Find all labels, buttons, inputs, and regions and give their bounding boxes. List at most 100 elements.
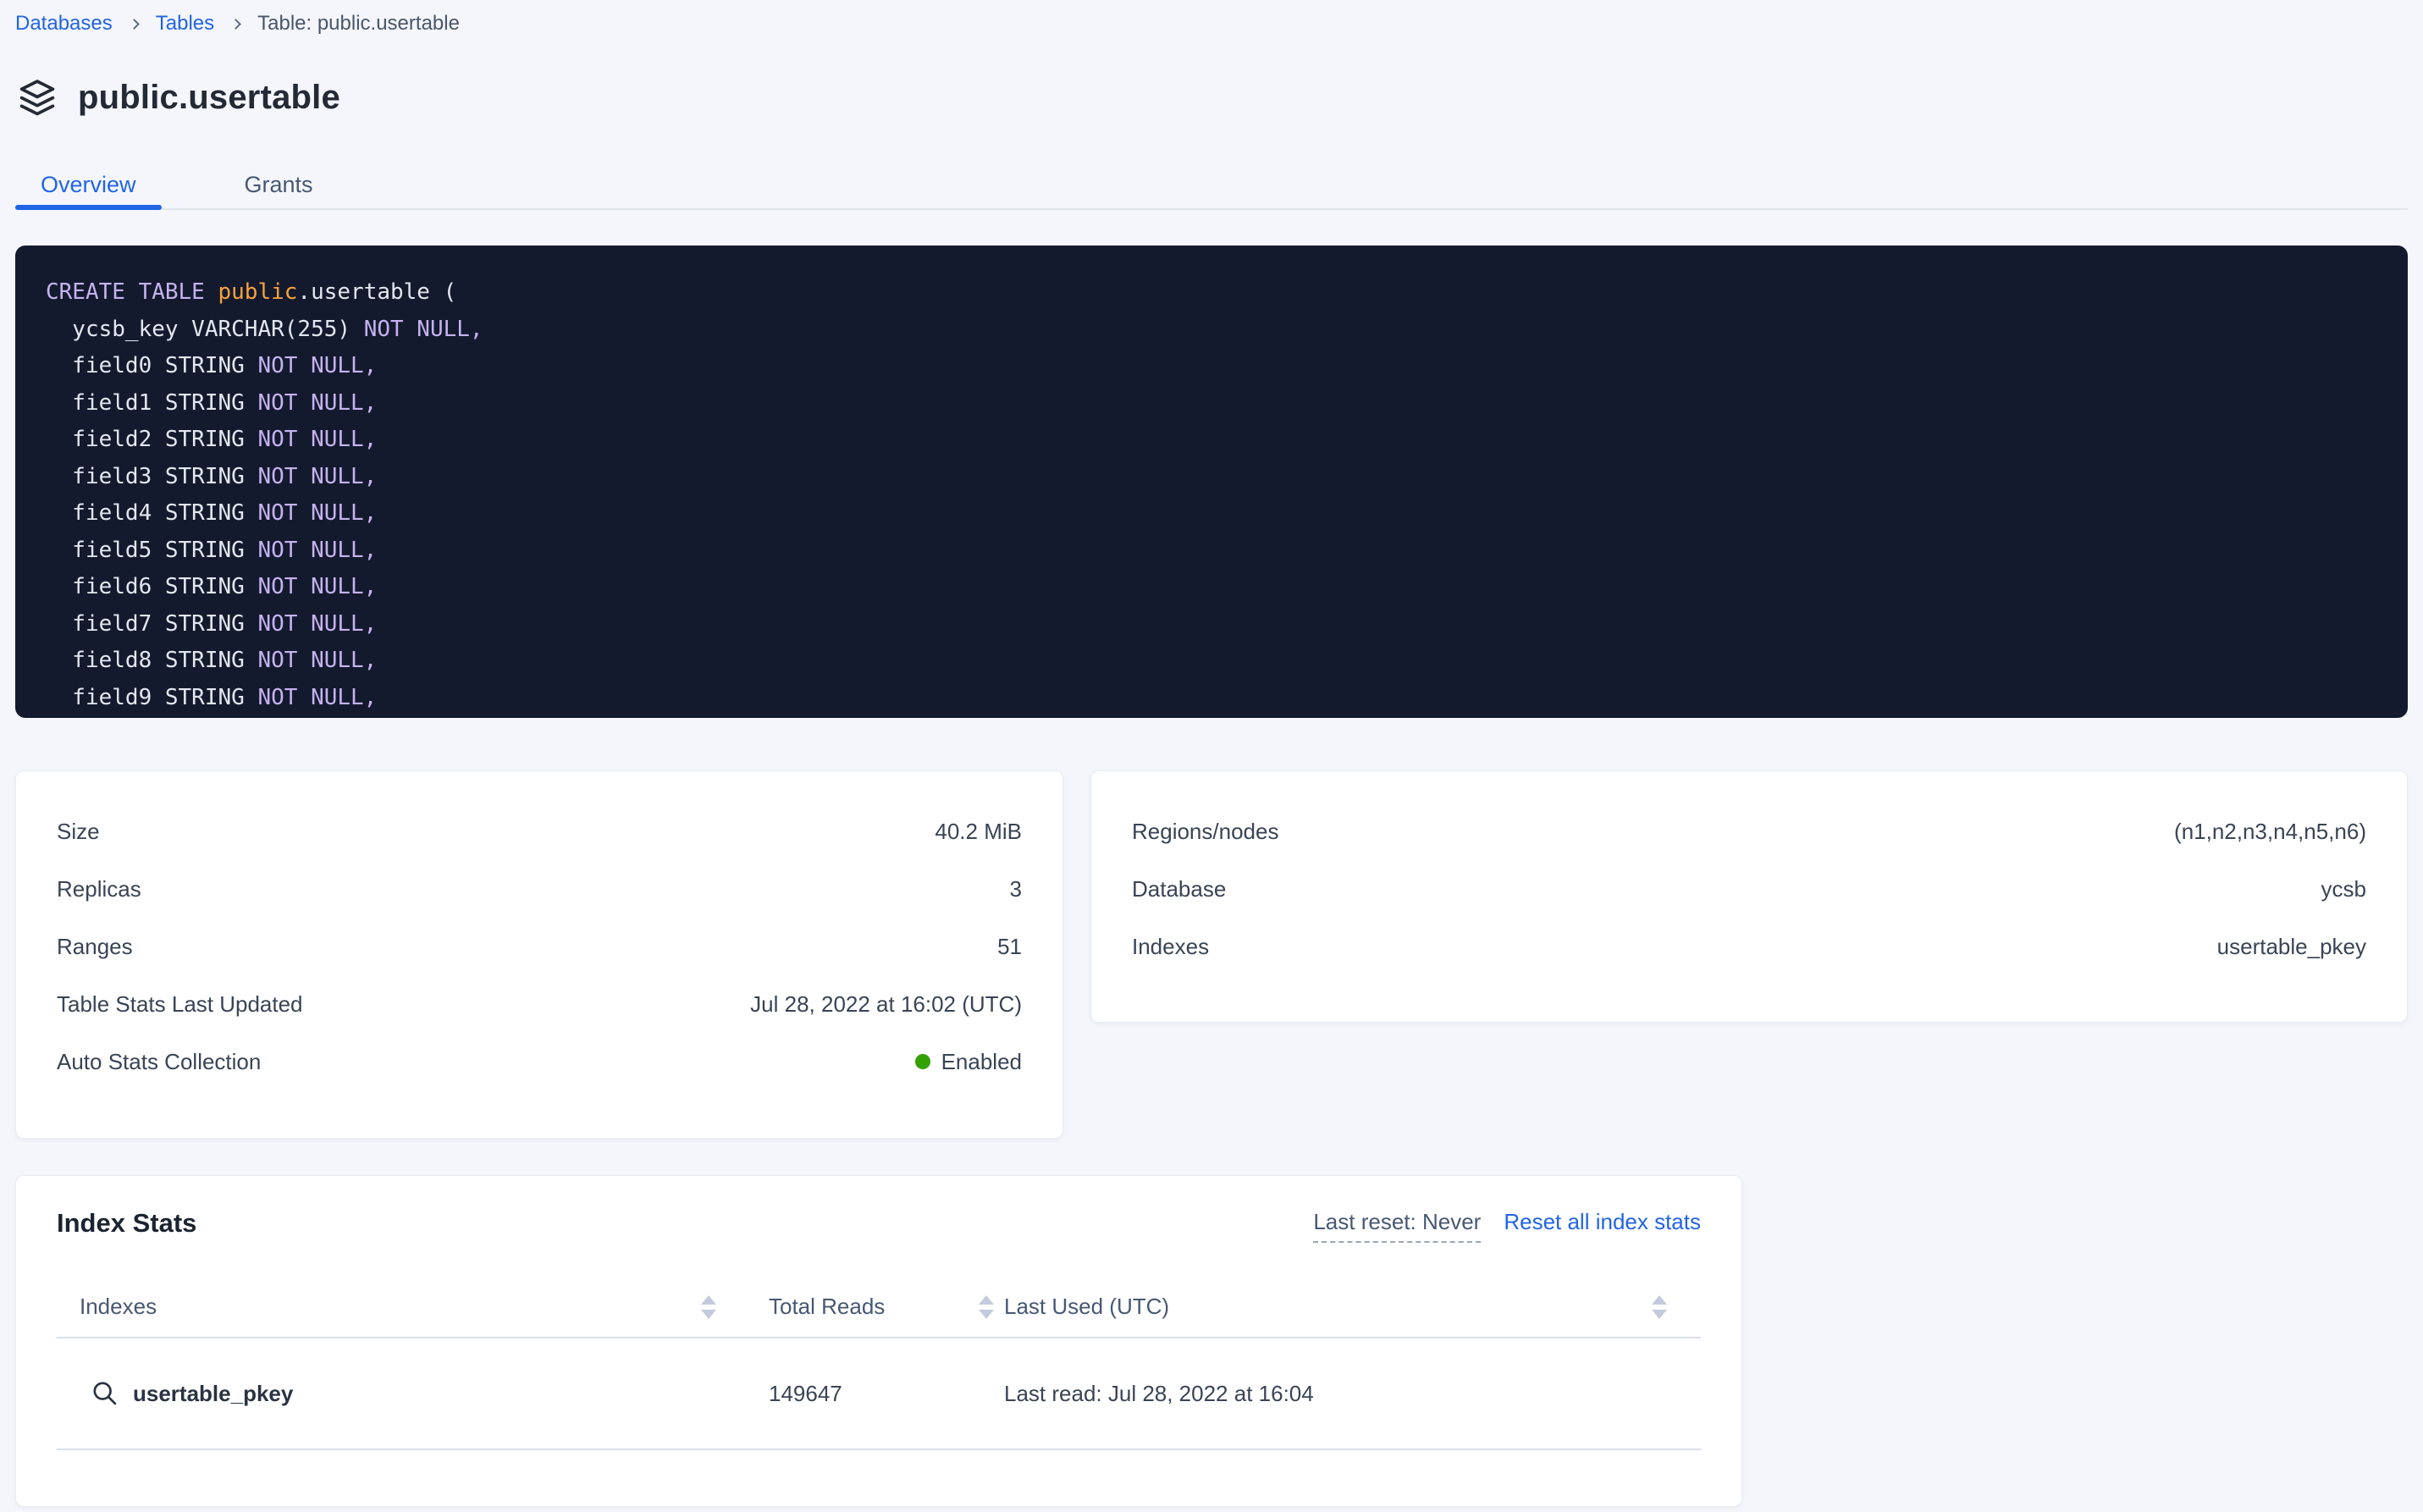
sql-text: ycsb_key VARCHAR(255): [46, 316, 364, 342]
sql-text: field0 STRING: [46, 353, 258, 378]
breadcrumb-link-databases[interactable]: Databases: [15, 12, 113, 35]
breadcrumb: Databases Tables Table: public.usertable: [15, 10, 2408, 37]
breadcrumb-link-tables[interactable]: Tables: [155, 12, 215, 35]
layers-stack-icon: [15, 75, 59, 119]
sql-keyword: CREATE TABLE: [46, 279, 218, 305]
tab-grants[interactable]: Grants: [244, 172, 313, 197]
enabled-status-dot: [914, 1054, 930, 1069]
stat-label: Database: [1132, 875, 1227, 902]
sql-line: field9 STRING NOT NULL,: [46, 680, 2408, 717]
total-reads-value: 149647: [769, 1380, 842, 1406]
index-stats-row: usertable_pkey 149647 Last read: Jul 28,…: [57, 1338, 1701, 1450]
tab-bar: Overview Grants: [15, 162, 2408, 210]
sql-keyword: NOT NULL,: [363, 316, 483, 342]
stat-row-stats-updated: Table Stats Last Updated Jul 28, 2022 at…: [57, 975, 1022, 1033]
stat-value: 3: [1009, 875, 1022, 902]
stat-label: Size: [57, 818, 100, 844]
sql-line: field7 STRING NOT NULL,: [46, 606, 2408, 643]
index-name-link[interactable]: usertable_pkey: [57, 1379, 769, 1408]
stat-label: Table Stats Last Updated: [57, 991, 303, 1017]
column-label: Total Reads: [769, 1294, 886, 1319]
chevron-right-icon: [128, 18, 140, 30]
sql-line: field4 STRING NOT NULL,: [46, 495, 2408, 533]
index-stats-card: Index Stats Last reset: Never Reset all …: [15, 1175, 1742, 1507]
index-stats-actions: Last reset: Never Reset all index stats: [1313, 1208, 1701, 1243]
stat-label: Replicas: [57, 875, 141, 902]
stat-label: Regions/nodes: [1132, 818, 1279, 844]
sql-text: field5 STRING: [46, 537, 258, 563]
last-reset-label[interactable]: Last reset: Never: [1313, 1208, 1482, 1243]
stat-label: Indexes: [1132, 933, 1210, 959]
sql-line: field2 STRING NOT NULL,: [46, 422, 2408, 459]
create-table-statement: CREATE TABLE public.usertable ( ycsb_key…: [15, 246, 2408, 718]
stat-label: Ranges: [57, 933, 133, 959]
last-used-value: Last read: Jul 28, 2022 at 16:04: [1004, 1380, 1314, 1406]
stat-row-auto-stats: Auto Stats Collection Enabled: [57, 1033, 1022, 1090]
stat-value: Enabled: [914, 1049, 1022, 1075]
stat-value: 40.2 MiB: [935, 818, 1022, 844]
sort-icon: [701, 1294, 716, 1319]
sort-icon: [1652, 1294, 1667, 1319]
sql-line: CREATE TABLE public.usertable (: [46, 274, 2408, 312]
column-header-last-used[interactable]: Last Used (UTC): [1004, 1294, 1701, 1320]
stat-row-database: Database ycsb: [1132, 860, 2366, 918]
stat-value: 51: [997, 933, 1022, 959]
column-header-indexes[interactable]: Indexes: [57, 1294, 769, 1320]
column-label: Last Used (UTC): [1004, 1294, 1170, 1319]
stat-row-indexes: Indexes usertable_pkey: [1132, 918, 2366, 975]
sql-line: ycsb_key VARCHAR(255) NOT NULL,: [46, 312, 2408, 349]
sql-keyword: NOT NULL,: [257, 574, 378, 599]
reset-index-stats-link[interactable]: Reset all index stats: [1504, 1209, 1701, 1234]
index-stats-table: Indexes Total Reads Last Used (UTC): [57, 1294, 1701, 1450]
sql-line: field0 STRING NOT NULL,: [46, 348, 2408, 385]
sql-text: field6 STRING: [46, 574, 258, 599]
stat-value: (n1,n2,n3,n4,n5,n6): [2174, 818, 2366, 844]
column-label: Indexes: [80, 1294, 157, 1319]
sql-keyword: NOT NULL,: [257, 389, 378, 416]
sql-text: field4 STRING: [46, 500, 258, 526]
sql-line: field1 STRING NOT NULL,: [46, 385, 2408, 422]
sql-keyword: NOT NULL,: [257, 463, 378, 489]
breadcrumb-current: Table: public.usertable: [257, 12, 460, 35]
index-name: usertable_pkey: [133, 1380, 294, 1406]
stat-value: Jul 28, 2022 at 16:02 (UTC): [750, 991, 1022, 1017]
index-stats-title: Index Stats: [57, 1208, 197, 1238]
table-meta-card: Regions/nodes (n1,n2,n3,n4,n5,n6) Databa…: [1090, 770, 2408, 1023]
index-stats-table-header: Indexes Total Reads Last Used (UTC): [57, 1294, 1701, 1338]
sql-line: field6 STRING NOT NULL,: [46, 569, 2408, 606]
sql-keyword: NOT NULL,: [257, 537, 378, 563]
stat-row-size: Size 40.2 MiB: [57, 803, 1022, 860]
sort-icon: [979, 1294, 994, 1319]
sql-text: field2 STRING: [46, 427, 258, 452]
sql-schema: public: [218, 279, 298, 305]
detail-cards-row: Size 40.2 MiB Replicas 3 Ranges 51 Table…: [15, 770, 2408, 1139]
sql-keyword: NOT NULL,: [257, 684, 378, 710]
page-header: public.usertable: [15, 73, 2408, 122]
sql-line: field3 STRING NOT NULL,: [46, 459, 2408, 496]
search-icon: [91, 1379, 119, 1408]
stat-label: Auto Stats Collection: [57, 1048, 262, 1074]
sql-text: field7 STRING: [46, 610, 258, 637]
sql-keyword: NOT NULL,: [257, 648, 378, 673]
sql-text: field3 STRING: [46, 463, 258, 489]
column-header-total-reads[interactable]: Total Reads: [769, 1294, 1004, 1320]
page-title: public.usertable: [78, 78, 340, 116]
stat-value: usertable_pkey: [2216, 933, 2366, 959]
sql-keyword: NOT NULL,: [257, 353, 378, 378]
stat-row-ranges: Ranges 51: [57, 918, 1022, 975]
sql-text: field1 STRING: [46, 389, 258, 416]
sql-keyword: NOT NULL,: [257, 427, 378, 452]
sql-keyword: NOT NULL,: [257, 610, 378, 637]
sql-text: field8 STRING: [46, 648, 258, 673]
sql-line: field5 STRING NOT NULL,: [46, 533, 2408, 570]
sql-keyword: NOT NULL,: [257, 500, 378, 526]
stat-row-replicas: Replicas 3: [57, 860, 1022, 918]
stat-row-regions: Regions/nodes (n1,n2,n3,n4,n5,n6): [1132, 803, 2366, 860]
index-stats-header: Index Stats Last reset: Never Reset all …: [57, 1208, 1701, 1243]
sql-text: field9 STRING: [46, 684, 258, 710]
sql-text: .usertable (: [297, 279, 457, 305]
table-details-card: Size 40.2 MiB Replicas 3 Ranges 51 Table…: [15, 770, 1063, 1139]
tab-overview[interactable]: Overview: [15, 162, 162, 210]
chevron-right-icon: [230, 18, 241, 30]
